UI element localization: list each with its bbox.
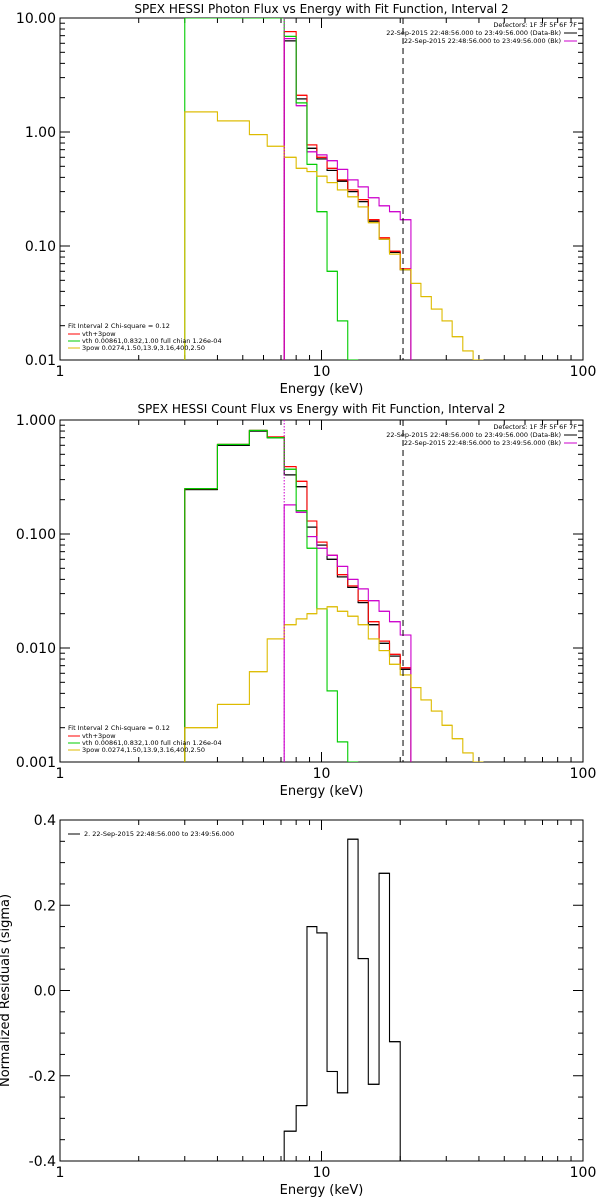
fit-legend-entry: 3pow 0.0274,1.50,13.9,3.16,400,2.50 — [82, 746, 205, 754]
series-yellow-line — [184, 111, 484, 360]
detector-info-text: Detectors: 1F 3F 5F 6F 7F — [493, 21, 577, 29]
series-magenta-line — [283, 38, 412, 360]
y-tick-label: 0.001 — [16, 755, 56, 771]
fit-legend-entry: 3pow 0.0274,1.50,13.9,3.16,400,2.50 — [82, 344, 205, 352]
y-tick-label: 0.0 — [34, 984, 56, 1000]
detector-info-text: 22-Sep-2015 22:48:56.000 to 23:49:56.000… — [386, 431, 561, 439]
series-black-line — [283, 838, 411, 1161]
photon-flux-plot: SPEX HESSI Photon Flux vs Energy with Fi… — [16, 2, 596, 397]
y-tick-label: 0.2 — [34, 898, 56, 914]
series-magenta-line — [283, 504, 412, 762]
y-axis-title: Normalized Residuals (sigma) — [0, 894, 13, 1087]
x-axis-title: Energy (keV) — [280, 784, 364, 799]
series-yellow-line — [184, 606, 484, 762]
y-tick-label: 0.01 — [25, 353, 56, 369]
chart-title: SPEX HESSI Photon Flux vs Energy with Fi… — [134, 2, 508, 16]
chart-title: SPEX HESSI Count Flux vs Energy with Fit… — [137, 402, 505, 416]
y-tick-label: 0.010 — [16, 641, 56, 657]
fit-legend-title: Fit Interval 2 Chi-square = 0.12 — [68, 724, 170, 732]
plot-frame — [59, 419, 584, 763]
fit-legend-title: Fit Interval 2 Chi-square = 0.12 — [68, 322, 170, 330]
x-tick-label: 100 — [570, 766, 597, 782]
series-green-line — [184, 18, 359, 360]
series-black-line — [184, 430, 412, 762]
y-tick-label: 1.000 — [16, 413, 56, 429]
series-green-line — [184, 429, 359, 762]
y-tick-label: -0.2 — [29, 1069, 56, 1085]
fit-legend-entry: vth+3pow — [82, 732, 116, 740]
x-tick-label: 10 — [313, 1165, 331, 1181]
detector-info-text: 22-Sep-2015 22:48:56.000 to 23:49:56.000… — [386, 29, 561, 37]
series-red-line — [184, 429, 412, 762]
x-tick-label: 10 — [313, 766, 331, 782]
count-flux-plot: SPEX HESSI Count Flux vs Energy with Fit… — [16, 402, 596, 799]
x-tick-label: 1 — [56, 766, 65, 782]
detector-info-text: Detectors: 1F 3F 5F 6F 7F — [493, 423, 577, 431]
residuals-plot: 1 10 100 -0.4 -0.2 0.0 0.2 0.4 Energy (keV) Norma… — [0, 813, 596, 1198]
legend-entry: 2. 22-Sep-2015 22:48:56.000 to 23:49:56.… — [84, 830, 234, 838]
y-tick-label: 0.10 — [25, 239, 56, 255]
x-tick-label: 1 — [56, 1165, 65, 1181]
plot-frame — [59, 819, 584, 1162]
x-tick-label: 100 — [570, 1165, 597, 1181]
fit-legend-entry: vth 0.00861,0.832,1.00 full chian 1.26e-… — [82, 337, 222, 345]
x-axis-title: Energy (keV) — [280, 1183, 364, 1198]
y-tick-label: 0.100 — [16, 527, 56, 543]
y-tick-label: 10.00 — [16, 11, 56, 27]
y-tick-label: 1.00 — [25, 125, 56, 141]
series-black-line — [283, 40, 412, 360]
x-tick-label: 10 — [313, 364, 331, 380]
fit-legend-entry: vth 0.00861,0.832,1.00 full chian 1.26e-… — [82, 739, 222, 747]
y-tick-label: 0.4 — [34, 813, 56, 829]
x-axis-title: Energy (keV) — [280, 382, 364, 397]
detector-info-text: 22-Sep-2015 22:48:56.000 to 23:49:56.000… — [404, 439, 561, 447]
fit-legend-entry: vth+3pow — [82, 330, 116, 338]
x-tick-label: 1 — [56, 364, 65, 380]
detector-info-text: 22-Sep-2015 22:48:56.000 to 23:49:56.000… — [404, 37, 561, 45]
x-tick-label: 100 — [570, 364, 597, 380]
plot-frame — [59, 17, 584, 361]
y-tick-label: -0.4 — [29, 1154, 56, 1170]
